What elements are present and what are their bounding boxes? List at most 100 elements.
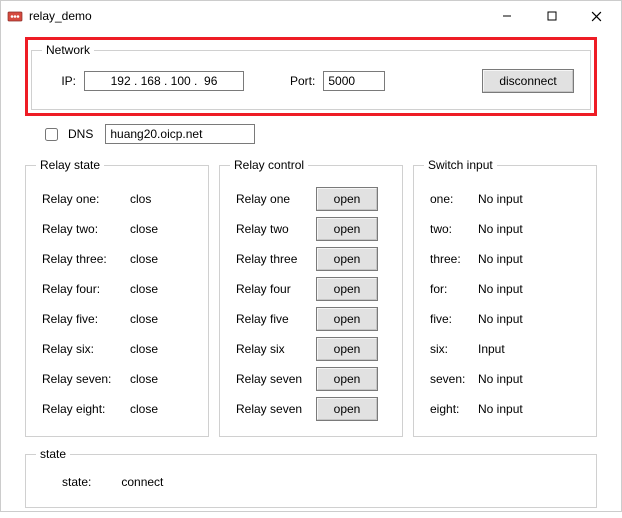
client-area: Network IP: Port: disconnect DNS Relay s… <box>1 31 621 518</box>
dns-label: DNS <box>68 127 93 141</box>
relay-state-label: Relay seven: <box>42 372 130 386</box>
switch-input-label: three: <box>430 252 478 266</box>
relay-state-value: close <box>130 342 158 356</box>
relay-control-label: Relay three <box>236 252 316 266</box>
relay-open-button[interactable]: open <box>316 307 378 331</box>
switch-input-value: Input <box>478 342 505 356</box>
relay-state-row: Relay one:clos <box>42 184 196 214</box>
relay-control-row: Relay sevenopen <box>236 394 390 424</box>
switch-input-label: for: <box>430 282 478 296</box>
network-group: Network IP: Port: disconnect <box>31 43 591 110</box>
state-legend: state <box>36 447 70 461</box>
relay-state-row: Relay seven:close <box>42 364 196 394</box>
relay-open-button[interactable]: open <box>316 187 378 211</box>
relay-control-label: Relay seven <box>236 402 316 416</box>
relay-control-legend: Relay control <box>230 158 308 172</box>
relay-open-button[interactable]: open <box>316 367 378 391</box>
switch-input-value: No input <box>478 312 523 326</box>
switch-input-row: seven:No input <box>430 364 584 394</box>
relay-state-group: Relay state Relay one:clos Relay two:clo… <box>25 158 209 437</box>
switch-input-row: five:No input <box>430 304 584 334</box>
relay-open-button[interactable]: open <box>316 337 378 361</box>
relay-state-row: Relay two:close <box>42 214 196 244</box>
relay-state-value: close <box>130 222 158 236</box>
switch-input-value: No input <box>478 282 523 296</box>
relay-control-label: Relay six <box>236 342 316 356</box>
switch-input-row: three:No input <box>430 244 584 274</box>
switch-input-row: one:No input <box>430 184 584 214</box>
relay-control-group: Relay control Relay oneopen Relay twoope… <box>219 158 403 437</box>
switch-input-row: for:No input <box>430 274 584 304</box>
switch-input-label: two: <box>430 222 478 236</box>
relay-open-button[interactable]: open <box>316 397 378 421</box>
ip-label: IP: <box>54 74 76 88</box>
network-legend: Network <box>42 43 94 57</box>
relay-state-value: clos <box>130 192 151 206</box>
relay-control-label: Relay two <box>236 222 316 236</box>
relay-control-label: Relay five <box>236 312 316 326</box>
relay-state-label: Relay one: <box>42 192 130 206</box>
switch-input-value: No input <box>478 222 523 236</box>
relay-open-button[interactable]: open <box>316 247 378 271</box>
relay-state-label: Relay six: <box>42 342 130 356</box>
switch-input-value: No input <box>478 252 523 266</box>
relay-state-label: Relay two: <box>42 222 130 236</box>
relay-state-value: close <box>130 312 158 326</box>
relay-control-label: Relay four <box>236 282 316 296</box>
state-label: state: <box>62 475 91 489</box>
window-title: relay_demo <box>29 9 484 23</box>
relay-control-row: Relay twoopen <box>236 214 390 244</box>
switch-input-value: No input <box>478 192 523 206</box>
relay-state-label: Relay four: <box>42 282 130 296</box>
relay-state-label: Relay eight: <box>42 402 130 416</box>
connect-button[interactable]: disconnect <box>482 69 574 93</box>
port-label: Port: <box>290 74 315 88</box>
relay-state-value: close <box>130 402 158 416</box>
columns: Relay state Relay one:clos Relay two:clo… <box>25 158 597 437</box>
relay-state-row: Relay four:close <box>42 274 196 304</box>
switch-input-row: eight:No input <box>430 394 584 424</box>
relay-control-row: Relay fouropen <box>236 274 390 304</box>
relay-state-value: close <box>130 252 158 266</box>
relay-control-row: Relay sevenopen <box>236 364 390 394</box>
maximize-button[interactable] <box>529 2 574 30</box>
relay-control-row: Relay oneopen <box>236 184 390 214</box>
relay-state-value: close <box>130 372 158 386</box>
close-button[interactable] <box>574 2 619 30</box>
app-window: relay_demo Network IP: Port: disconnec <box>0 0 622 512</box>
dns-input[interactable] <box>105 124 255 144</box>
dns-checkbox[interactable] <box>45 128 58 141</box>
state-group: state state: connect <box>25 447 597 508</box>
relay-control-label: Relay one <box>236 192 316 206</box>
relay-state-legend: Relay state <box>36 158 104 172</box>
switch-input-label: one: <box>430 192 478 206</box>
switch-input-value: No input <box>478 402 523 416</box>
relay-control-row: Relay fiveopen <box>236 304 390 334</box>
app-icon <box>7 8 23 24</box>
title-bar: relay_demo <box>1 1 621 31</box>
switch-input-label: seven: <box>430 372 478 386</box>
switch-input-legend: Switch input <box>424 158 497 172</box>
relay-control-label: Relay seven <box>236 372 316 386</box>
switch-input-value: No input <box>478 372 523 386</box>
relay-state-row: Relay five:close <box>42 304 196 334</box>
port-input[interactable] <box>323 71 385 91</box>
switch-input-label: five: <box>430 312 478 326</box>
relay-state-row: Relay six:close <box>42 334 196 364</box>
relay-control-list: Relay oneopen Relay twoopen Relay threeo… <box>230 180 392 426</box>
ip-input[interactable] <box>84 71 244 91</box>
relay-open-button[interactable]: open <box>316 277 378 301</box>
network-highlight: Network IP: Port: disconnect <box>25 37 597 116</box>
relay-state-row: Relay three:close <box>42 244 196 274</box>
switch-input-group: Switch input one:No input two:No input t… <box>413 158 597 437</box>
switch-input-label: eight: <box>430 402 478 416</box>
relay-state-list: Relay one:clos Relay two:close Relay thr… <box>36 180 198 426</box>
switch-input-row: six:Input <box>430 334 584 364</box>
relay-state-label: Relay three: <box>42 252 130 266</box>
relay-state-row: Relay eight:close <box>42 394 196 424</box>
relay-open-button[interactable]: open <box>316 217 378 241</box>
minimize-button[interactable] <box>484 2 529 30</box>
relay-state-label: Relay five: <box>42 312 130 326</box>
relay-control-row: Relay threeopen <box>236 244 390 274</box>
dns-row: DNS <box>45 124 597 144</box>
